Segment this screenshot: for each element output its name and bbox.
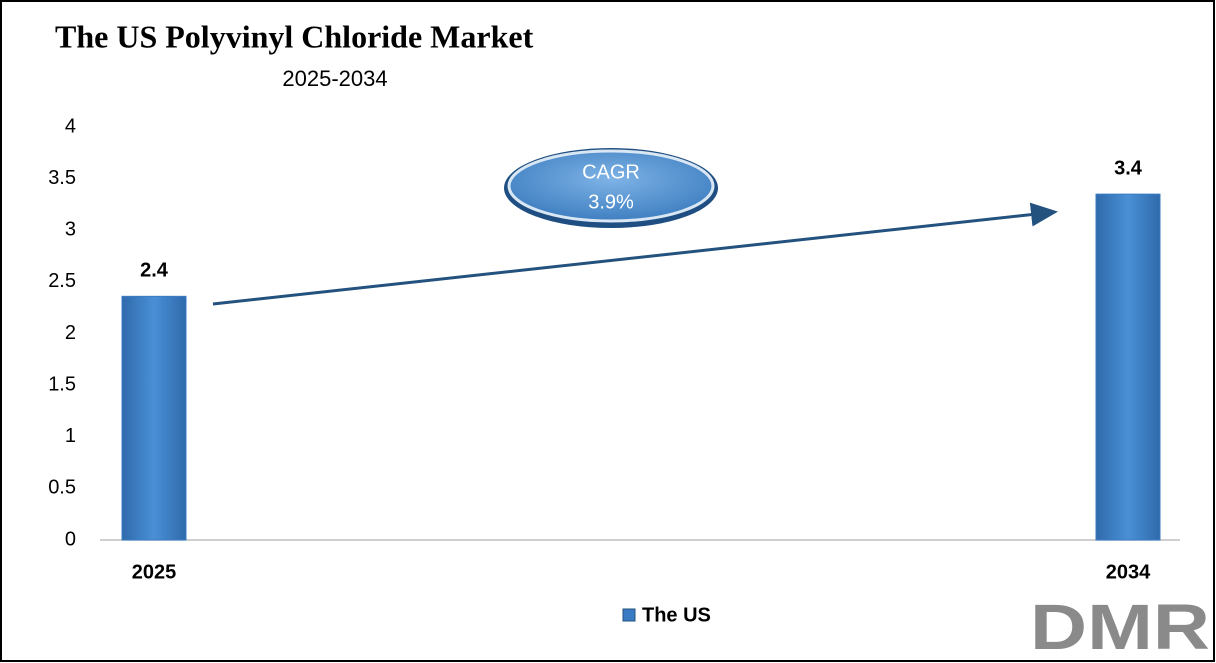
- logo: DMR: [1030, 591, 1210, 663]
- trend-arrow: [212, 202, 1058, 306]
- bar: [121, 295, 187, 541]
- cagr-bubble: [507, 149, 715, 223]
- legend-label: The US: [642, 604, 711, 626]
- cagr-label: CAGR: [582, 161, 640, 183]
- chart-title: The US Polyvinyl Chloride Market: [55, 18, 534, 54]
- y-tick-label: 0: [65, 528, 76, 550]
- y-tick-label: 3: [65, 219, 76, 241]
- y-tick-label: 1: [65, 425, 76, 447]
- value-label: 3.4: [1114, 157, 1143, 179]
- bar: [1095, 193, 1161, 541]
- value-label: 2.4: [140, 260, 169, 282]
- legend-swatch: [622, 608, 636, 622]
- y-tick-label: 2.5: [48, 270, 76, 292]
- y-tick-label: 2: [65, 322, 76, 344]
- x-tick-label: 2025: [132, 561, 177, 583]
- y-tick-label: 1.5: [48, 373, 76, 395]
- y-tick-label: 4: [65, 115, 76, 137]
- y-tick-label: 0.5: [48, 477, 76, 499]
- cagr-value: 3.9%: [588, 191, 634, 213]
- y-tick-label: 3.5: [48, 167, 76, 189]
- x-tick-label: 2034: [1106, 561, 1151, 583]
- chart-subtitle: 2025-2034: [282, 66, 387, 91]
- logo-text: DMR: [1030, 591, 1210, 663]
